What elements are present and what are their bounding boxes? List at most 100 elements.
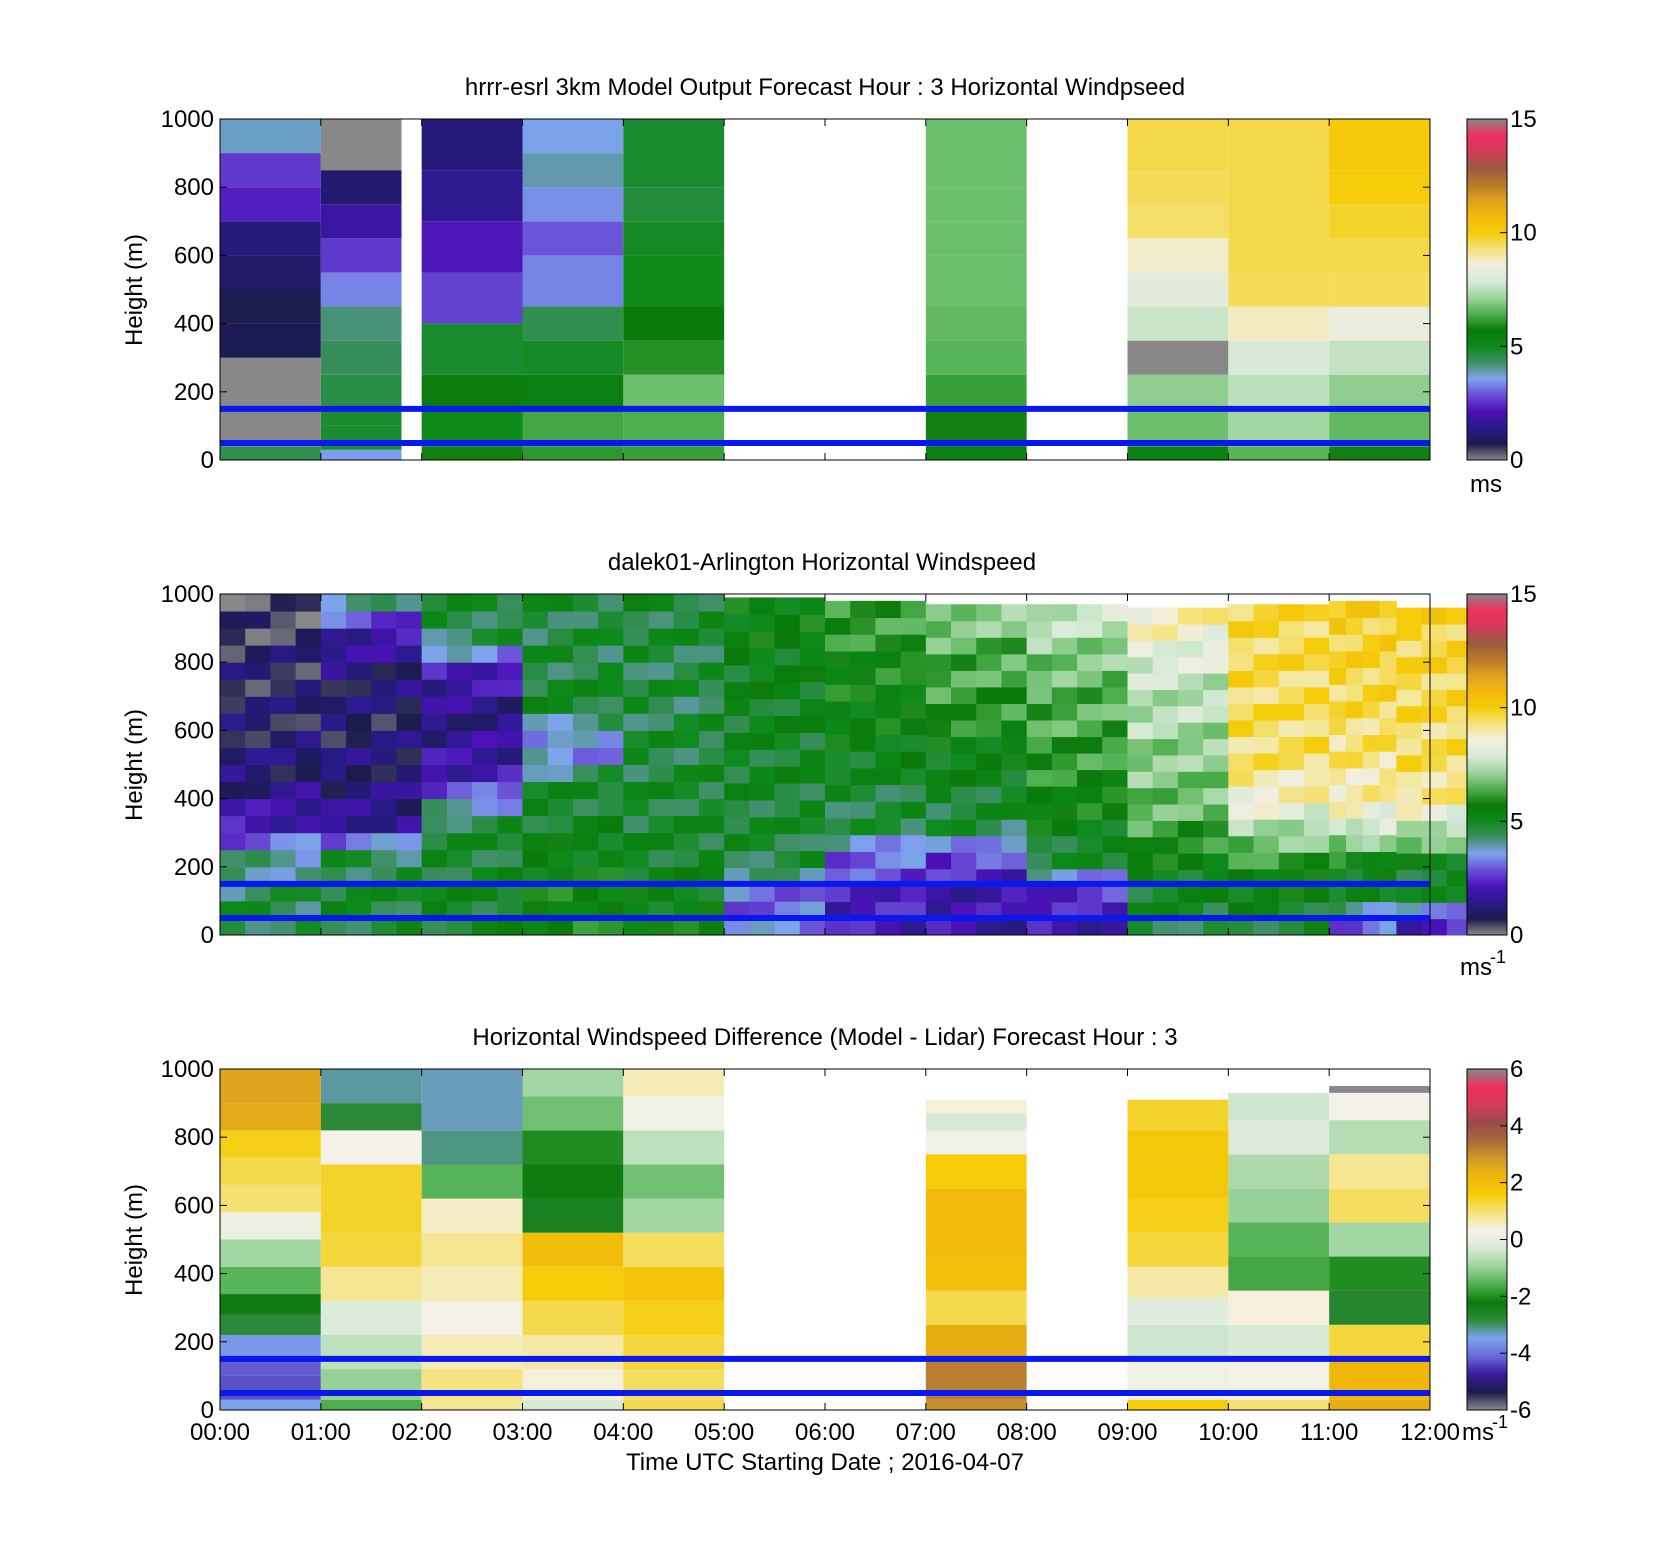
heatmap-cell — [850, 684, 876, 702]
heatmap-cell — [1077, 703, 1103, 721]
heatmap-cell — [825, 851, 851, 869]
heatmap-cell — [673, 764, 700, 783]
heatmap-cell — [1102, 835, 1128, 853]
heatmap-cell — [925, 637, 952, 655]
heatmap-cell — [1421, 656, 1448, 674]
heatmap-cell — [1051, 653, 1078, 671]
heatmap-cell — [371, 679, 397, 697]
heatmap-cell — [346, 662, 372, 680]
heatmap-cell — [925, 1113, 1027, 1131]
heatmap-cell — [1051, 901, 1078, 919]
heatmap-cell — [220, 1103, 321, 1131]
heatmap-cell — [1127, 1232, 1229, 1267]
y-tick-label: 0 — [201, 1397, 214, 1424]
heatmap-cell — [1253, 736, 1280, 754]
heatmap-cell — [1362, 600, 1381, 619]
panel-model-reference-lines — [220, 405, 1430, 446]
heatmap-cell — [1228, 446, 1330, 460]
heatmap-cell — [497, 594, 523, 612]
panel-difference-xlabel: Time UTC Starting Date ; 2016-04-07 — [626, 1449, 1024, 1476]
heatmap-cell — [1001, 885, 1028, 903]
heatmap-cell — [724, 614, 750, 632]
heatmap-cell — [1228, 604, 1255, 622]
heatmap-cell — [371, 815, 397, 834]
heatmap-cell — [1228, 1188, 1330, 1223]
panel-model-title: hrrr-esrl 3km Model Output Forecast Hour… — [465, 74, 1185, 101]
heatmap-cell — [1127, 885, 1154, 903]
heatmap-cell — [976, 802, 1002, 820]
heatmap-cell — [623, 1198, 725, 1233]
heatmap-cell — [572, 730, 599, 748]
heatmap-cell — [270, 849, 297, 868]
heatmap-cell — [522, 1266, 624, 1301]
heatmap-cell — [850, 634, 876, 652]
heatmap-cell — [346, 696, 372, 714]
heatmap-cell — [295, 866, 322, 885]
heatmap-cell — [421, 849, 448, 868]
heatmap-cell — [900, 884, 927, 903]
heatmap-cell — [1303, 852, 1330, 870]
heatmap-cell — [547, 917, 574, 936]
heatmap-cell — [799, 732, 826, 750]
heatmap-cell — [1077, 819, 1103, 837]
heatmap-cell — [1278, 835, 1305, 853]
heatmap-cell — [875, 617, 902, 635]
heatmap-cell — [295, 679, 322, 697]
heatmap-cell — [320, 170, 402, 205]
heatmap-cell — [320, 747, 347, 765]
heatmap-cell — [1127, 820, 1154, 838]
heatmap-cell — [673, 696, 700, 714]
heatmap-cell — [245, 611, 271, 629]
heatmap-cell — [1329, 1256, 1430, 1291]
heatmap-cell — [1177, 902, 1204, 920]
heatmap-cell — [472, 900, 498, 919]
heatmap-cell — [1396, 787, 1423, 805]
heatmap-cell — [1379, 851, 1397, 869]
heatmap-cell — [1177, 705, 1204, 723]
heatmap-cell — [1421, 836, 1448, 854]
heatmap-cell — [522, 781, 549, 800]
heatmap-cell — [1345, 751, 1364, 769]
heatmap-cell — [1329, 446, 1430, 460]
heatmap-cell — [270, 798, 297, 817]
heatmap-cell — [295, 747, 322, 765]
heatmap-cell — [1026, 769, 1053, 787]
heatmap-cell — [446, 832, 473, 851]
heatmap-cell — [1329, 1154, 1430, 1189]
heatmap-cell — [346, 730, 372, 748]
heatmap-cell — [572, 645, 599, 663]
heatmap-cell — [245, 594, 271, 612]
heatmap-cell — [698, 679, 725, 697]
heatmap-cell — [749, 648, 776, 666]
heatmap-cell — [1362, 818, 1381, 836]
heatmap-cell — [220, 1069, 321, 1104]
heatmap-cell — [951, 604, 977, 622]
heatmap-cell — [951, 918, 977, 936]
heatmap-cell — [572, 815, 599, 834]
heatmap-cell — [220, 1212, 321, 1240]
heatmap-cell — [1303, 620, 1330, 638]
heatmap-cell — [320, 1266, 422, 1301]
heatmap-cell — [825, 884, 851, 903]
heatmap-cell — [799, 850, 826, 868]
heatmap-cell — [976, 736, 1002, 754]
heatmap-cell — [1077, 736, 1103, 754]
heatmap-cell — [1026, 686, 1053, 704]
colorbar-tick-label: 6 — [1510, 1056, 1523, 1083]
y-tick-label: 200 — [174, 1329, 214, 1356]
heatmap-cell — [1278, 703, 1305, 721]
heatmap-cell — [774, 918, 801, 936]
heatmap-cell — [220, 187, 321, 222]
y-tick-label: 200 — [174, 854, 214, 881]
heatmap-cell — [875, 751, 902, 769]
heatmap-cell — [1278, 918, 1305, 936]
heatmap-cell — [320, 1334, 422, 1370]
heatmap-cell — [976, 637, 1002, 655]
heatmap-cell — [1278, 637, 1305, 655]
heatmap-cell — [346, 679, 372, 697]
heatmap-cell — [421, 798, 448, 817]
heatmap-cell — [446, 849, 473, 868]
heatmap-cell — [295, 781, 322, 800]
heatmap-cell — [1077, 753, 1103, 771]
heatmap-cell — [547, 679, 574, 697]
